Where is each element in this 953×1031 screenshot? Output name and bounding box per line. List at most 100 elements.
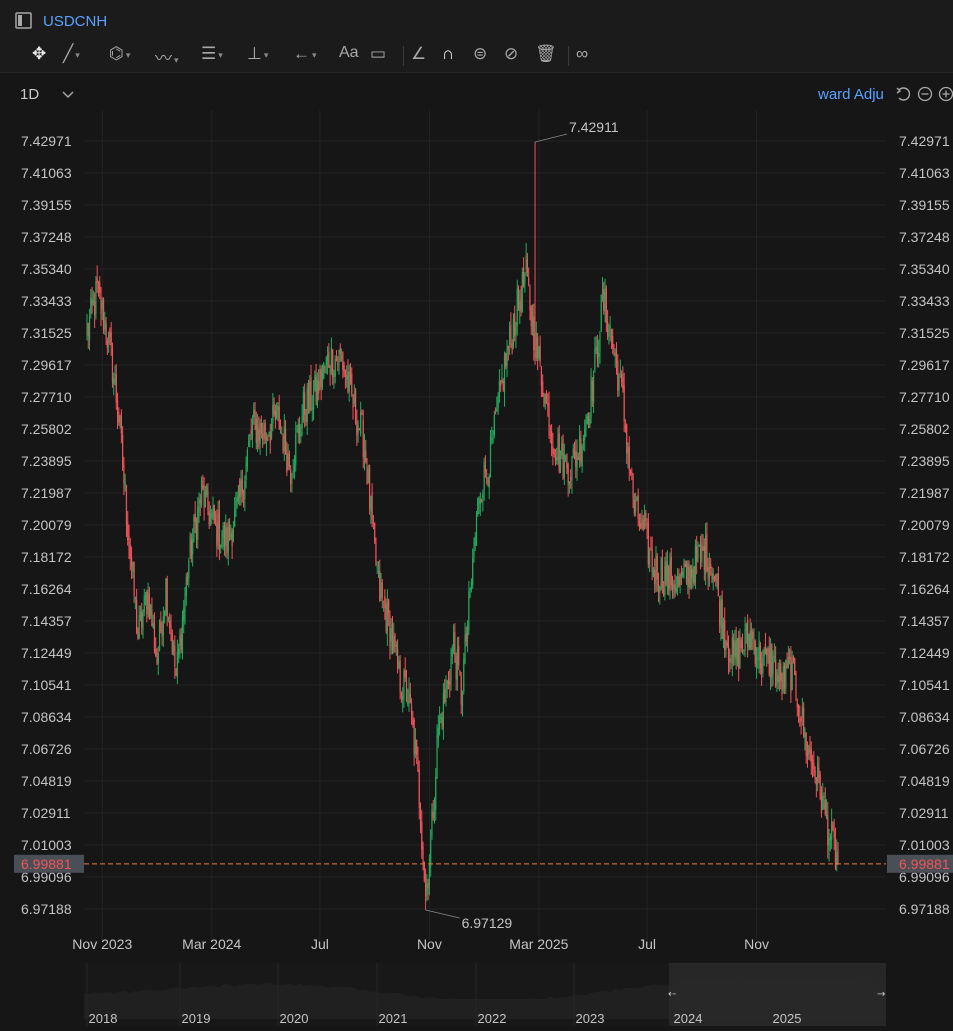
line-tool[interactable]: ╱ ▾	[63, 44, 80, 68]
magnet-tool[interactable]: ∩	[442, 44, 454, 68]
candle-body	[604, 291, 606, 311]
compare-icon: ∞	[576, 44, 589, 63]
candle-body	[621, 374, 623, 382]
candle-body	[342, 351, 344, 370]
symbol-title[interactable]: USDCNH	[43, 13, 108, 30]
candle-body	[636, 497, 638, 500]
candle-body	[724, 620, 726, 651]
sidebar-toggle-icon[interactable]	[15, 12, 33, 30]
navigator-year-label: 2023	[576, 1011, 605, 1026]
angle-tool[interactable]: ∠	[411, 44, 426, 68]
x-tick-label: Nov	[744, 936, 769, 952]
candle-body	[141, 612, 143, 628]
adjustment-label[interactable]: ward Adju	[818, 86, 884, 103]
chevron-down-icon: ▾	[263, 49, 269, 60]
candle-body	[287, 453, 289, 470]
candle-body	[214, 519, 217, 521]
measure-tool[interactable]: ⊥ ▾	[247, 44, 268, 68]
candle-body	[380, 586, 382, 598]
price-chart[interactable]: 7.42971 7.42971 7.41063 7.41063 7.39155 7.391…	[0, 108, 953, 1026]
chart-canvas[interactable]: 7.42971 7.42971 7.41063 7.41063 7.39155 7.391…	[0, 108, 953, 1026]
candle-body	[449, 681, 451, 685]
candle-body	[436, 735, 438, 779]
candle-body	[757, 658, 759, 660]
candle-body	[493, 414, 495, 436]
drawing-toolbar: ✥ ╱ ▾ ⌬ ▾ 〰 ▾ ☰ ▾ ⊥ ▾ ← ▾ Aa ▭ ∠ ∩ ⊜ ⊘ 🗑 ∞	[0, 40, 953, 73]
candle-body	[820, 794, 823, 813]
chevron-down-icon[interactable]	[62, 90, 74, 100]
candle-body	[663, 589, 665, 595]
y-tick-label-left: 7.01003	[21, 837, 72, 853]
candle-body	[705, 536, 707, 575]
candle-body	[743, 650, 745, 652]
candles[interactable]	[86, 142, 839, 910]
zoom-in-icon[interactable]	[938, 86, 953, 102]
candle-body	[376, 566, 378, 568]
candle-body	[88, 317, 91, 340]
candle-body	[97, 282, 100, 284]
shape-tool[interactable]: ⌬ ▾	[109, 44, 130, 68]
delete-tool[interactable]: 🗑	[535, 44, 557, 68]
navigator-year-label: 2024	[674, 1011, 703, 1026]
candle-body	[291, 476, 293, 480]
left-axis-panel[interactable]	[0, 108, 84, 940]
y-tick-label-left: 7.33433	[21, 293, 72, 309]
candle-body	[102, 298, 105, 331]
hide-tool[interactable]: ⊘	[504, 44, 518, 68]
candle-body	[684, 563, 686, 567]
candle-body	[833, 830, 835, 838]
lock-tool[interactable]: ⊜	[473, 44, 487, 68]
candle-body	[753, 639, 755, 643]
candle-body	[169, 620, 171, 629]
candle-body	[497, 395, 499, 408]
note-tool[interactable]: ▭	[370, 44, 386, 68]
candle-body	[146, 591, 148, 615]
undo-icon[interactable]	[895, 86, 911, 102]
candle-body	[371, 492, 373, 520]
candle-body	[763, 648, 765, 657]
candle-body	[162, 616, 164, 636]
y-tick-label-left: 7.16264	[21, 581, 72, 597]
candle-body	[600, 294, 602, 331]
navigator-window[interactable]	[669, 963, 886, 1026]
candle-body	[780, 663, 782, 682]
candle-body	[674, 583, 676, 595]
candle-body	[113, 378, 115, 385]
candle-body	[515, 328, 517, 338]
candle-body	[688, 567, 690, 588]
zoom-out-icon[interactable]	[917, 86, 933, 102]
candle-body	[199, 499, 201, 504]
y-tick-label-right: 6.99096	[899, 869, 950, 885]
compare-tool[interactable]: ∞	[576, 44, 588, 68]
candle-body	[823, 795, 825, 798]
candle-body	[664, 565, 666, 596]
right-axis-panel[interactable]	[886, 108, 953, 940]
fib-tool[interactable]: ☰ ▾	[201, 44, 223, 68]
candle-body	[119, 416, 121, 427]
move-tool[interactable]: ✥	[32, 44, 46, 68]
candle-body	[601, 288, 604, 295]
candle-body	[649, 550, 651, 567]
candle-body	[409, 693, 411, 703]
candle-body	[479, 498, 481, 505]
candle-body	[740, 640, 742, 649]
candle-body	[431, 809, 433, 837]
candle-body	[731, 637, 733, 664]
wave-tool[interactable]: 〰 ▾	[155, 44, 179, 68]
candle-body	[629, 469, 632, 476]
candle-body	[711, 570, 713, 582]
candle-body	[656, 555, 658, 580]
arrow-tool[interactable]: ← ▾	[293, 44, 317, 68]
interval-select[interactable]: 1D	[20, 86, 40, 103]
candle-body	[557, 438, 559, 461]
text-tool[interactable]: Aa	[339, 44, 359, 68]
candle-body	[498, 381, 501, 397]
candle-body	[683, 561, 685, 572]
y-tick-label-right: 7.08634	[899, 709, 950, 725]
candle-body	[836, 852, 838, 865]
navigator-right-handle[interactable]: →	[877, 989, 885, 1000]
y-tick-label-right: 7.35340	[899, 261, 950, 277]
candle-body	[687, 563, 689, 587]
candle-body	[212, 508, 214, 517]
